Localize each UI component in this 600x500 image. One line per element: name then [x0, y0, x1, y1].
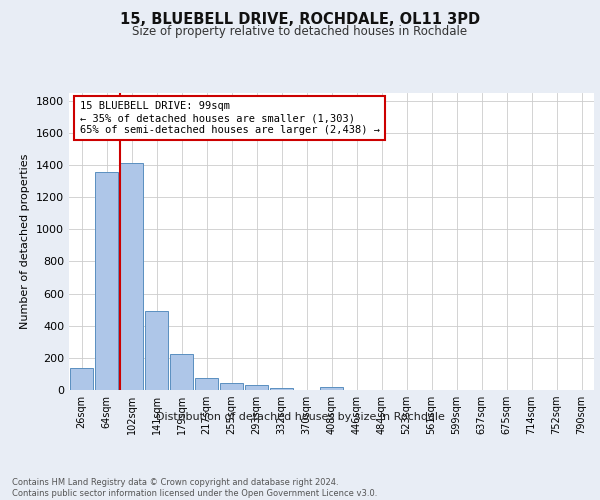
Bar — [95, 172, 118, 390]
Text: Distribution of detached houses by size in Rochdale: Distribution of detached houses by size … — [155, 412, 445, 422]
Text: 15 BLUEBELL DRIVE: 99sqm
← 35% of detached houses are smaller (1,303)
65% of sem: 15 BLUEBELL DRIVE: 99sqm ← 35% of detach… — [79, 102, 380, 134]
Bar — [195, 378, 218, 390]
Y-axis label: Number of detached properties: Number of detached properties — [20, 154, 31, 329]
Text: 15, BLUEBELL DRIVE, ROCHDALE, OL11 3PD: 15, BLUEBELL DRIVE, ROCHDALE, OL11 3PD — [120, 12, 480, 28]
Bar — [245, 385, 268, 390]
Bar — [320, 387, 343, 390]
Bar — [270, 388, 293, 390]
Text: Contains HM Land Registry data © Crown copyright and database right 2024.
Contai: Contains HM Land Registry data © Crown c… — [12, 478, 377, 498]
Bar — [120, 164, 143, 390]
Bar — [70, 368, 93, 390]
Text: Size of property relative to detached houses in Rochdale: Size of property relative to detached ho… — [133, 25, 467, 38]
Bar — [170, 354, 193, 390]
Bar — [145, 311, 168, 390]
Bar — [220, 383, 243, 390]
